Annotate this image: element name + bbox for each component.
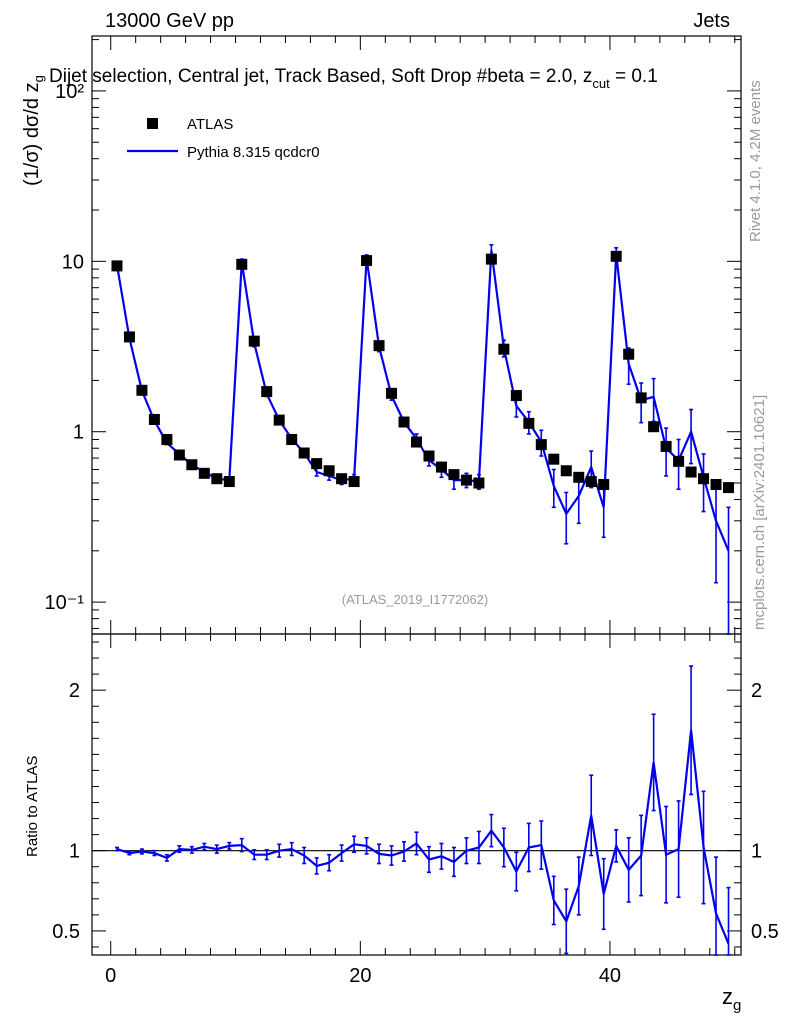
bottom-y-axis-label: Ratio to ATLAS: [24, 756, 41, 857]
data-point: [273, 414, 285, 426]
data-point: [523, 417, 535, 429]
bottom-panel: 0.5 0.5 1 1 2 2 0 20 40 Ratio to ATLAS zg: [24, 633, 779, 1014]
data-point: [510, 390, 522, 402]
data-point: [635, 392, 647, 404]
top-y-tick-label: 10²: [55, 81, 84, 103]
legend-mc-label: Pythia 8.315 qcdcr0: [187, 144, 320, 161]
data-point: [435, 461, 447, 473]
data-markers: [111, 250, 735, 494]
data-point: [148, 413, 160, 425]
data-point: [535, 439, 547, 451]
data-point: [123, 331, 135, 343]
plot-title: Dijet selection, Central jet, Track Base…: [49, 66, 658, 91]
legend-data-marker: [147, 118, 158, 129]
data-point: [261, 386, 273, 398]
data-point: [548, 453, 560, 465]
header-right: Jets: [693, 10, 730, 32]
bottom-y-tick-label-right: 1: [751, 841, 762, 863]
x-tick-label: 40: [599, 965, 621, 987]
data-point: [673, 455, 685, 467]
header-left: 13000 GeV pp: [105, 10, 234, 32]
ratio-error-bars: [114, 665, 731, 956]
bottom-panel-frame: [91, 633, 742, 956]
data-point: [573, 471, 585, 483]
top-panel: 10⁻¹ 1 10 10² (ATLAS_2019_I1772062) ATLAS P…: [21, 35, 742, 635]
mcplots-label: mcplots.cern.ch [arXiv:2401.10621]: [751, 395, 768, 630]
legend: ATLAS Pythia 8.315 qcdcr0: [127, 116, 320, 161]
data-point: [648, 421, 660, 433]
plot-title-sub: cut: [592, 76, 610, 91]
data-point: [660, 440, 672, 452]
data-point: [136, 384, 148, 396]
data-point: [623, 348, 635, 360]
top-y-tick-label: 10⁻¹: [45, 592, 85, 614]
data-point: [198, 467, 210, 479]
data-point: [336, 473, 348, 485]
data-point: [236, 258, 248, 270]
plot-title-main: Dijet selection, Central jet, Track Base…: [49, 66, 592, 87]
data-point: [348, 476, 360, 488]
data-point: [723, 482, 735, 494]
data-point: [373, 340, 385, 352]
data-point: [473, 477, 485, 489]
data-point: [485, 253, 497, 265]
plot-title-tail: = 0.1: [610, 66, 658, 87]
bottom-y-tick-labels: 0.5 0.5 1 1 2 2: [52, 680, 779, 943]
top-y-tick-label: 10: [62, 251, 84, 273]
data-point: [173, 449, 185, 461]
data-point: [498, 343, 510, 355]
x-tick-label: 20: [349, 965, 371, 987]
data-point: [685, 466, 697, 478]
bottom-y-tick-label: 2: [69, 680, 80, 702]
data-point: [311, 458, 323, 470]
data-point: [560, 465, 572, 477]
data-point: [386, 387, 398, 399]
data-point: [598, 479, 610, 491]
data-point: [411, 436, 422, 448]
data-point: [585, 476, 597, 488]
data-point: [161, 434, 173, 446]
data-point: [211, 473, 223, 485]
top-axis-ticks: [92, 36, 741, 634]
data-point: [398, 416, 410, 428]
legend-data-label: ATLAS: [187, 116, 233, 133]
data-point: [186, 459, 198, 471]
bottom-y-tick-label: 1: [69, 841, 80, 863]
data-point: [361, 255, 373, 267]
bottom-axis-ticks: [92, 634, 741, 955]
top-y-tick-labels: 10⁻¹ 1 10 10²: [45, 81, 85, 614]
x-tick-label: 0: [105, 965, 116, 987]
header: 13000 GeV pp Jets: [105, 10, 730, 32]
top-y-tick-label: 1: [73, 422, 84, 444]
analysis-tag: (ATLAS_2019_I1772062): [342, 592, 488, 607]
data-point: [298, 447, 310, 459]
data-point: [111, 260, 123, 272]
data-point: [698, 473, 710, 485]
data-point: [710, 479, 722, 491]
data-point: [460, 474, 472, 486]
data-point: [286, 434, 298, 446]
data-point: [223, 476, 235, 488]
data-point: [448, 469, 460, 481]
bottom-y-tick-label-right: 2: [751, 680, 762, 702]
rivet-label: Rivet 4.1.0, 4.2M events: [747, 80, 764, 242]
bottom-y-tick-label-right: 0.5: [751, 921, 779, 943]
x-axis-label: zg: [722, 984, 741, 1014]
data-point: [248, 335, 260, 347]
x-tick-labels: 0 20 40: [105, 965, 621, 987]
mc-error-bars: [164, 243, 731, 635]
data-point: [610, 250, 622, 262]
top-y-axis-label: (1/σ) dσ/d zg: [21, 75, 46, 186]
bottom-y-tick-label: 0.5: [52, 921, 80, 943]
data-point: [323, 465, 335, 477]
ratio-series-line: [116, 730, 730, 945]
data-point: [423, 450, 435, 462]
